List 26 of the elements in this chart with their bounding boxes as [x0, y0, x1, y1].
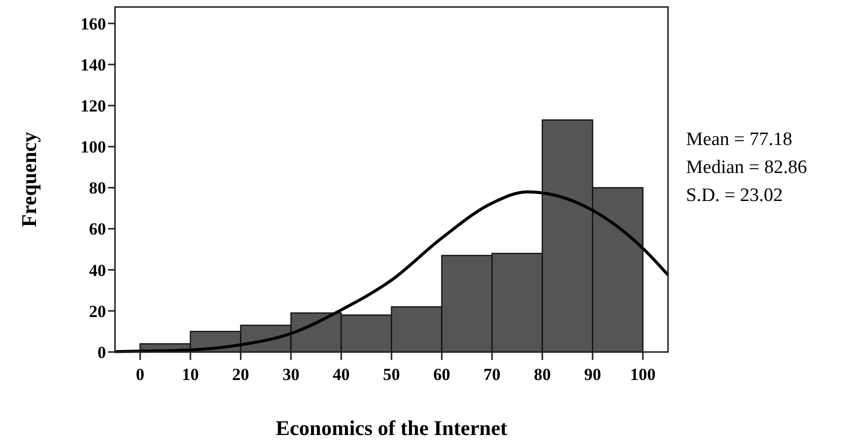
- x-tick-label: 90: [584, 365, 602, 384]
- y-tick-label: 40: [89, 260, 106, 280]
- x-axis-title: Economics of the Internet: [276, 416, 508, 440]
- text: S.D. = 23.02: [686, 185, 783, 206]
- y-tick-label: 20: [89, 302, 106, 321]
- x-tick-label: 100: [630, 365, 656, 384]
- x-tick-label: 20: [232, 365, 250, 384]
- x-tick-label: 40: [332, 365, 350, 384]
- x-tick-label: 30: [282, 365, 300, 384]
- x-tick-label: 10: [182, 365, 199, 384]
- y-tick-label: 120: [80, 96, 106, 116]
- text: Mean = 77.18: [686, 129, 792, 150]
- text: Median = 82.86: [686, 157, 808, 178]
- y-tick-label: 80: [89, 178, 106, 198]
- x-tick-label: 50: [383, 365, 400, 384]
- y-tick-label: 140: [80, 55, 106, 74]
- y-tick-label: 60: [89, 220, 106, 239]
- y-axis-title: Frequency: [17, 131, 41, 228]
- x-tick-label: 80: [534, 365, 551, 384]
- x-tick-label: 0: [136, 365, 144, 384]
- line-series: [114, 190, 670, 354]
- y-tick-label: 100: [80, 138, 106, 157]
- x-tick-label: 60: [433, 365, 450, 384]
- x-tick-label: 70: [484, 365, 501, 384]
- y-tick-label: 0: [98, 342, 106, 362]
- y-tick-label: 160: [80, 14, 106, 34]
